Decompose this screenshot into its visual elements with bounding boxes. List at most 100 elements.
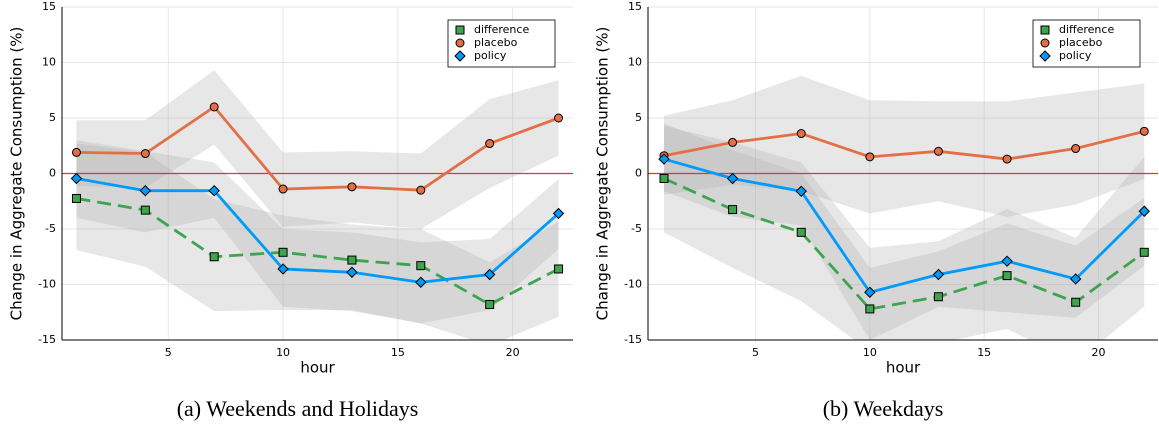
plot-area — [62, 70, 573, 340]
y-tick-label: -15 — [624, 333, 642, 346]
marker-diamond — [70, 172, 83, 185]
marker-diamond — [658, 153, 670, 165]
y-tick-label: -10 — [38, 278, 56, 291]
x-tick-label: 15 — [977, 346, 991, 359]
caption: (a) Weekends and Holidays — [177, 396, 419, 421]
marker-diamond — [346, 266, 358, 278]
marker-circle — [485, 139, 495, 149]
marker-circle — [554, 113, 564, 123]
marker-square — [71, 193, 81, 203]
marker-circle — [796, 129, 806, 139]
legend-label: placebo — [1059, 36, 1103, 49]
legend-label: difference — [1059, 23, 1114, 36]
marker-diamond — [277, 263, 289, 275]
marker-square — [1002, 271, 1012, 281]
marker-square — [865, 304, 875, 314]
y-tick-label: 0 — [635, 167, 642, 180]
series-line — [663, 129, 1145, 161]
marker-square — [1071, 297, 1081, 307]
y-tick-label: 10 — [628, 56, 642, 69]
x-axis-label: hour — [886, 359, 921, 377]
marker-diamond — [483, 268, 496, 281]
series-line — [76, 177, 560, 284]
marker-circle — [865, 152, 875, 162]
y-tick-label: 0 — [49, 167, 56, 180]
series-line — [76, 197, 560, 307]
marker-diamond — [552, 207, 565, 220]
marker-square — [1139, 247, 1149, 257]
confidence-band — [76, 143, 559, 340]
marker-square — [728, 205, 738, 215]
marker-diamond — [415, 276, 427, 288]
marker-diamond — [1138, 205, 1150, 217]
marker-diamond — [1069, 273, 1082, 285]
marker-diamond — [454, 50, 466, 62]
plot-area — [648, 75, 1158, 340]
x-tick-label: 10 — [863, 346, 877, 359]
marker-circle — [209, 102, 219, 112]
marker-circle — [1040, 38, 1050, 48]
y-tick-label: -5 — [631, 222, 642, 235]
marker-diamond — [795, 185, 807, 197]
marker-square — [278, 247, 288, 257]
x-tick-label: 10 — [276, 346, 290, 359]
y-tick-label: 5 — [635, 111, 642, 124]
confidence-band — [76, 140, 559, 324]
legend-label: placebo — [474, 36, 518, 49]
y-tick-label: 5 — [49, 111, 56, 124]
marker-square — [1040, 25, 1050, 35]
y-tick-label: -5 — [45, 222, 56, 235]
marker-circle — [71, 147, 81, 157]
legend-box — [447, 19, 556, 68]
marker-circle — [1139, 126, 1149, 136]
series-line — [76, 105, 560, 192]
y-tick-label: -10 — [624, 278, 642, 291]
marker-circle — [347, 182, 357, 192]
caption: (b) Weekdays — [823, 396, 944, 421]
legend-label: difference — [474, 23, 529, 36]
y-tick-label: 15 — [42, 0, 56, 13]
confidence-band — [664, 125, 1145, 340]
x-tick-label: 20 — [506, 346, 520, 359]
marker-diamond — [932, 268, 945, 281]
x-axis-label: hour — [300, 359, 335, 377]
x-tick-label: 15 — [391, 346, 405, 359]
x-tick-label: 5 — [165, 346, 172, 359]
marker-square — [455, 25, 465, 35]
marker-diamond — [1001, 255, 1013, 267]
marker-square — [140, 205, 150, 215]
marker-square — [659, 173, 669, 183]
y-tick-label: -15 — [38, 333, 56, 346]
marker-circle — [455, 38, 465, 48]
confidence-band — [664, 123, 1145, 340]
marker-circle — [140, 149, 150, 159]
series-line — [663, 177, 1146, 311]
marker-circle — [416, 185, 426, 195]
marker-square — [209, 252, 219, 262]
confidence-band — [664, 75, 1145, 217]
legend-label: policy — [1059, 49, 1092, 62]
y-axis-label: Change in Aggregate Consumption (%) — [8, 27, 26, 321]
marker-diamond — [139, 184, 152, 197]
marker-diamond — [726, 172, 739, 185]
marker-diamond — [1039, 50, 1051, 62]
legend-box — [1032, 19, 1141, 68]
marker-square — [416, 261, 426, 271]
marker-square — [554, 264, 564, 274]
marker-square — [485, 299, 495, 309]
marker-square — [933, 292, 943, 302]
marker-circle — [278, 184, 288, 194]
marker-circle — [1071, 144, 1081, 154]
y-tick-label: 15 — [628, 0, 642, 13]
marker-circle — [1002, 154, 1012, 164]
marker-diamond — [864, 286, 876, 298]
confidence-band — [76, 70, 559, 230]
legend-label: policy — [474, 49, 507, 62]
x-tick-label: 5 — [752, 346, 759, 359]
y-tick-label: 10 — [42, 56, 56, 69]
x-tick-label: 20 — [1092, 346, 1106, 359]
marker-square — [796, 227, 806, 237]
marker-square — [347, 255, 357, 265]
marker-diamond — [208, 184, 220, 197]
